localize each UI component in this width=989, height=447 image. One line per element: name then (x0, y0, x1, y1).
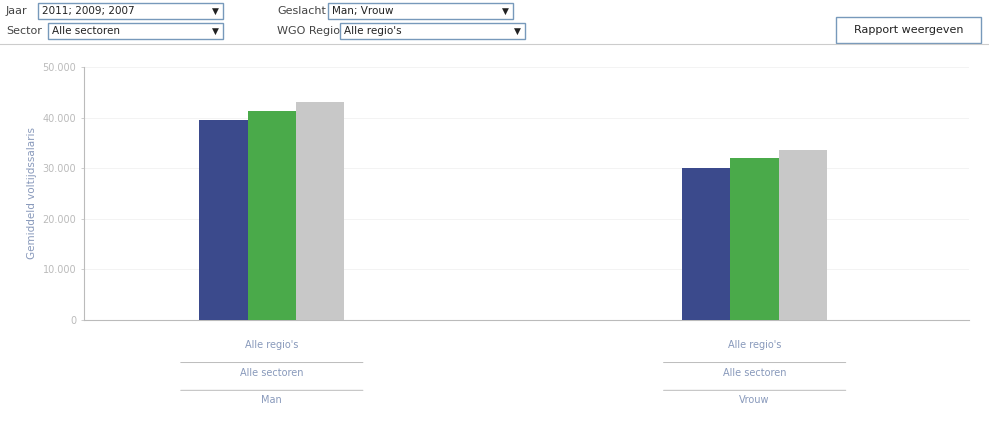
Bar (340, 23, 525, 39)
Text: Man; Vrouw: Man; Vrouw (332, 6, 394, 16)
Bar (48, 23, 223, 39)
Text: Alle sectoren: Alle sectoren (52, 26, 120, 36)
Text: WGO Regio: WGO Regio (277, 26, 340, 36)
Bar (328, 3, 513, 19)
Text: Alle sectoren: Alle sectoren (240, 367, 304, 378)
Text: Alle sectoren: Alle sectoren (723, 367, 786, 378)
Bar (836, 17, 981, 43)
Text: ▼: ▼ (212, 7, 219, 16)
Y-axis label: Gemiddeld voltijdssalaris: Gemiddeld voltijdssalaris (27, 127, 38, 259)
Text: Geslacht: Geslacht (277, 6, 325, 16)
Bar (38, 3, 223, 19)
Text: Man: Man (261, 395, 282, 405)
Text: ▼: ▼ (514, 26, 521, 35)
Bar (682, 168, 731, 320)
Text: Alle regio's: Alle regio's (728, 340, 781, 350)
Bar (247, 111, 296, 320)
Bar (200, 120, 247, 320)
Bar (778, 150, 827, 320)
Text: Jaar: Jaar (6, 6, 28, 16)
Text: ▼: ▼ (212, 26, 219, 35)
Text: 2011; 2009; 2007: 2011; 2009; 2007 (42, 6, 135, 16)
Text: Rapport weergeven: Rapport weergeven (854, 25, 963, 35)
Bar (731, 158, 778, 320)
Text: Sector: Sector (6, 26, 42, 36)
Text: Alle regio's: Alle regio's (245, 340, 299, 350)
Text: ▼: ▼ (502, 7, 509, 16)
Bar (296, 102, 344, 320)
Text: Vrouw: Vrouw (740, 395, 769, 405)
Text: Alle regio's: Alle regio's (344, 26, 402, 36)
